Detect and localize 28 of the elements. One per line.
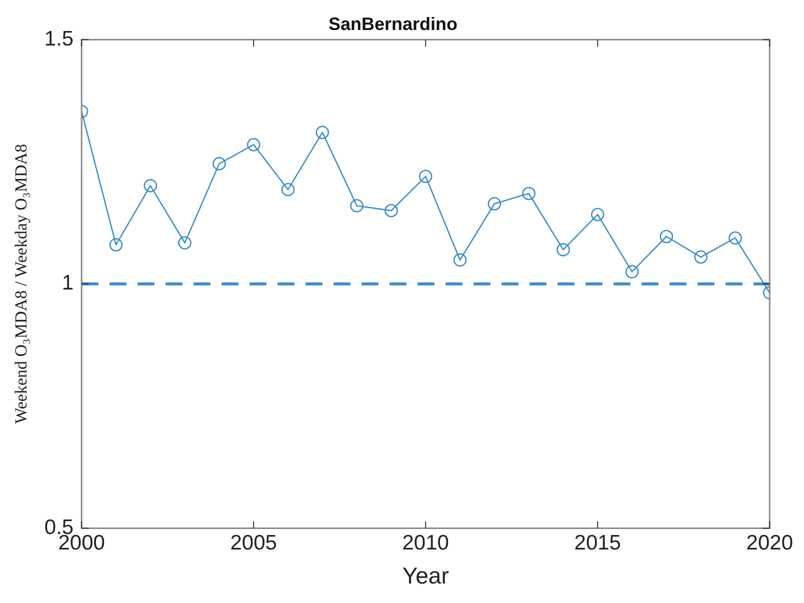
y-axis-title: Weekend O₃MDA8 / Weekday O₃MDA8 [12, 144, 31, 424]
x-tick-label: 2015 [574, 532, 621, 555]
y-tick-label: 1.5 [44, 27, 74, 50]
point [625, 265, 639, 278]
x-tick-label: 2005 [230, 532, 277, 555]
point [316, 126, 330, 140]
point [522, 186, 536, 200]
chart-title: SanBernardino [328, 14, 458, 34]
point [728, 231, 742, 245]
point [212, 157, 226, 170]
point [281, 182, 295, 196]
point [418, 170, 432, 184]
point [488, 197, 502, 210]
point [350, 199, 364, 212]
y-tick-label: 1 [62, 272, 74, 295]
point [178, 236, 192, 250]
point [694, 250, 708, 264]
point [246, 138, 260, 152]
x-axis-title: Year [402, 562, 450, 589]
point [556, 243, 570, 256]
x-tick-label: 2020 [746, 532, 793, 555]
point [590, 208, 604, 222]
point [384, 204, 398, 218]
point [660, 230, 674, 244]
x-tick-label: 2010 [402, 532, 449, 555]
point [109, 238, 123, 252]
point [144, 179, 158, 192]
point [453, 253, 467, 267]
